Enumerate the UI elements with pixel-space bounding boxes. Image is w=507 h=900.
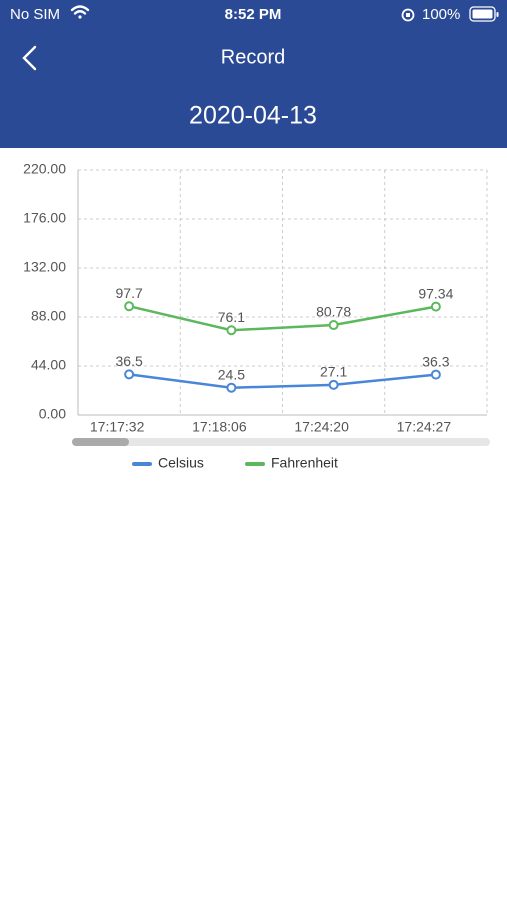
data-point [430, 369, 441, 380]
legend-swatch [132, 462, 152, 466]
battery-percent: 100% [422, 6, 460, 23]
data-point [430, 301, 441, 312]
y-tick-label: 220.00 [23, 161, 66, 177]
data-label: 97.7 [116, 285, 143, 301]
legend-label: Celsius [158, 455, 204, 471]
data-label: 76.1 [218, 309, 245, 325]
data-label: 24.5 [218, 366, 245, 382]
data-point [226, 325, 237, 336]
chart: 0.00 44.00 88.00 132.00 176.00 220.00 17:17:32… [23, 161, 488, 471]
carrier: No SIM [10, 6, 60, 23]
scroll-track[interactable] [72, 438, 490, 446]
series-line [128, 373, 436, 389]
data-label: 36.3 [422, 353, 449, 369]
x-tick-label: 17:17:32 [90, 419, 145, 435]
data-label: 97.34 [418, 285, 453, 301]
data-point [124, 301, 135, 312]
y-tick-label: 132.00 [23, 259, 66, 275]
data-point [124, 369, 135, 380]
legend-label: Fahrenheit [271, 455, 338, 471]
x-tick-label: 17:24:20 [294, 419, 349, 435]
battery-icon [469, 6, 499, 22]
legend-swatch [245, 462, 265, 466]
data-label: 27.1 [320, 364, 347, 380]
y-tick-label: 176.00 [23, 210, 66, 226]
data-point [328, 320, 339, 331]
page-title: Record [221, 46, 285, 68]
x-tick-label: 17:24:27 [397, 419, 452, 435]
back-button[interactable] [22, 45, 37, 71]
data-point [328, 379, 339, 390]
y-tick-label: 0.00 [39, 406, 66, 422]
series-line [128, 304, 437, 332]
scroll-thumb[interactable] [72, 438, 129, 446]
rotation-lock-icon [401, 8, 415, 22]
data-label: 80.78 [316, 304, 351, 320]
y-tick-label: 88.00 [31, 308, 66, 324]
data-label: 36.5 [116, 353, 143, 369]
wifi-icon [70, 5, 90, 19]
clock: 8:52 PM [225, 6, 282, 23]
date-label: 2020-04-13 [189, 102, 317, 130]
data-point [226, 382, 237, 393]
y-tick-label: 44.00 [31, 357, 66, 373]
header-background [0, 0, 507, 148]
x-tick-label: 17:18:06 [192, 419, 247, 435]
